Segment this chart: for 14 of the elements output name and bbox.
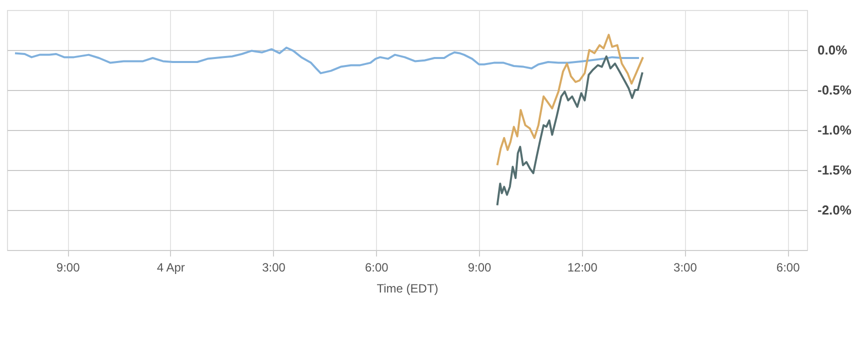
y-tick-label: 0.0% <box>818 42 848 58</box>
x-axis-title: Time (EDT) <box>376 282 438 296</box>
x-tick-label: 12:00 <box>567 260 598 274</box>
x-tick-label: 9:00 <box>468 260 492 274</box>
x-tick-label: 3:00 <box>674 260 698 274</box>
y-tick-label: -1.5% <box>818 162 852 178</box>
y-tick-label: -0.5% <box>818 82 852 98</box>
x-tick-label: 9:00 <box>56 260 80 274</box>
x-tick-label: 4 Apr <box>156 260 185 274</box>
x-tick-label: 6:00 <box>364 260 389 274</box>
x-tick-label: 6:00 <box>776 260 800 274</box>
y-tick-label: -2.0% <box>818 202 852 218</box>
y-tick-label: -1.0% <box>818 122 852 138</box>
x-tick-label: 3:00 <box>262 260 286 274</box>
